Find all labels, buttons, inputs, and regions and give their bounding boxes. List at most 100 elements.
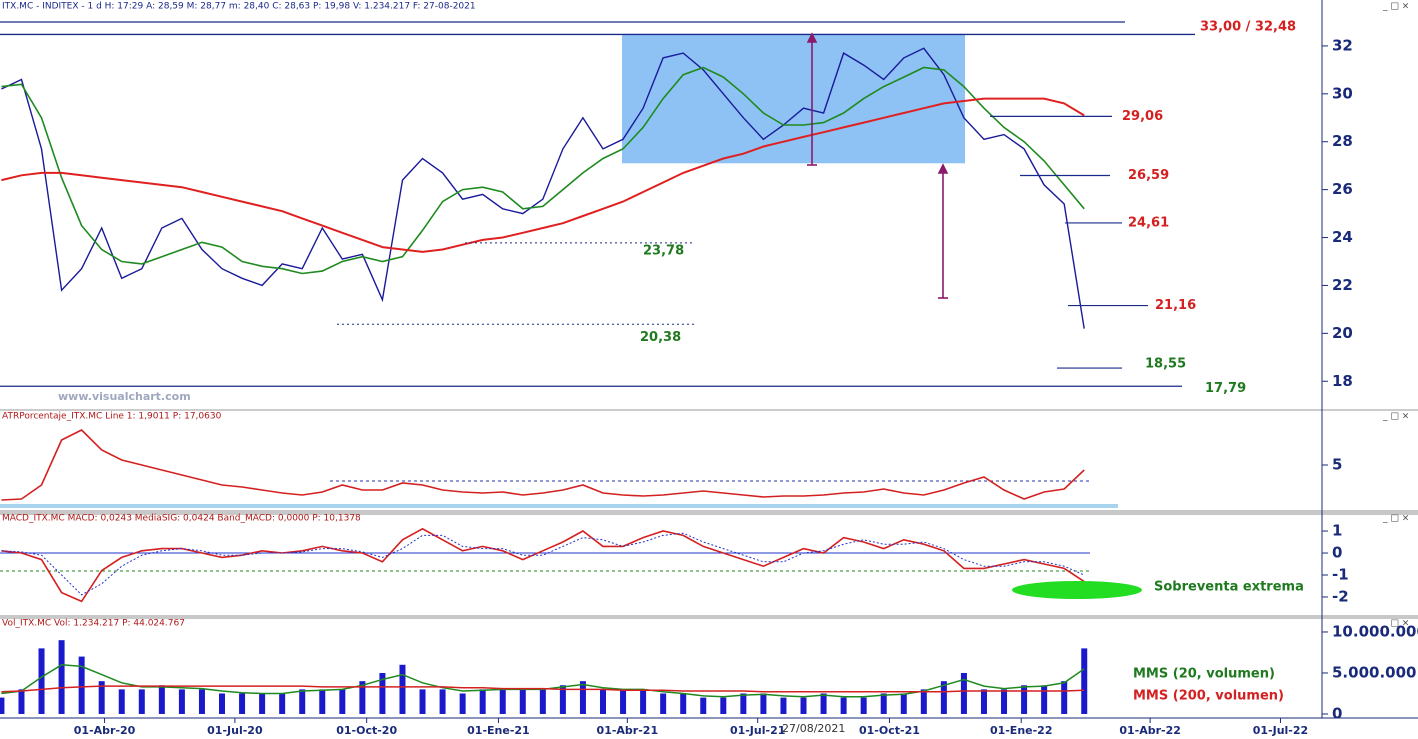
volume-bar (740, 693, 747, 714)
x-tick-label: 01-Jul-20 (207, 724, 263, 737)
volume-bar (18, 689, 25, 714)
volume-bar (1021, 685, 1028, 714)
x-tick-label: 01-Oct-20 (336, 724, 397, 737)
volume-bar (660, 693, 667, 714)
base-band (0, 504, 1118, 508)
series-line (1, 47, 1085, 329)
volume-bar (800, 697, 807, 714)
level-label: 29,06 (1122, 109, 1163, 124)
y-tick-label: 5 (1332, 456, 1342, 474)
window-controls[interactable]: _ □ × (1382, 2, 1409, 12)
volume-bar (900, 693, 907, 714)
level-label: 24,61 (1128, 215, 1169, 230)
window-controls[interactable]: _ □ × (1382, 514, 1409, 524)
level-label: 23,78 (643, 243, 684, 258)
y-tick-label: 28 (1332, 132, 1353, 150)
volume-bar (439, 689, 446, 714)
volume-bar (920, 689, 927, 714)
x-tick-label: 01-Jul-21 (730, 724, 785, 737)
arrow-head (937, 163, 949, 174)
level-label: 33,00 / 32,48 (1200, 19, 1296, 34)
volume-bar (38, 648, 45, 714)
volume-bar (78, 656, 85, 714)
y-tick-label: 32 (1332, 36, 1353, 54)
volume-bar (379, 672, 386, 714)
volume-bar (98, 681, 105, 714)
legend-entry: MMS (200, volumen) (1133, 689, 1284, 704)
series-line (1, 429, 1085, 501)
volume-bar (760, 693, 767, 714)
volume-bar (359, 681, 366, 714)
panel-header: ATRPorcentaje_ITX.MC Line 1: 1,9011 P: 1… (2, 412, 222, 422)
volume-bar (1041, 685, 1048, 714)
volume-bar (138, 689, 145, 714)
x-tick-label: 01-Ene-21 (467, 724, 530, 737)
volume-bar (479, 689, 486, 714)
annotation: Sobreventa extrema (1154, 580, 1304, 595)
y-tick-label: 5.000.000 (1332, 663, 1416, 681)
volume-bar (198, 689, 205, 714)
volume-bar (178, 689, 185, 714)
volume-bar (980, 689, 987, 714)
volume-bar (880, 693, 887, 714)
volume-bar (459, 693, 466, 714)
plot-layer: 01-Abr-20 01-Jul-20 01-Oct-20 01-Ene-21 01-A… (0, 19, 1418, 737)
volume-bar (620, 689, 627, 714)
y-tick-label: 30 (1332, 84, 1353, 102)
volume-bar (299, 689, 306, 714)
volume-bar (1001, 689, 1008, 714)
window-controls[interactable]: _ □ × (1382, 619, 1409, 629)
volume-bar (1081, 648, 1088, 714)
level-label: 20,38 (640, 330, 681, 345)
legend-entry: MMS (20, volumen) (1133, 667, 1275, 682)
volume-bar (259, 693, 266, 714)
volume-bar (399, 664, 406, 714)
volume-bar (960, 672, 967, 714)
arrow-head (806, 32, 818, 43)
volume-bar (419, 689, 426, 714)
volume-bar (680, 693, 687, 714)
volume-bar (940, 681, 947, 714)
volume-bar (720, 697, 727, 714)
window-controls[interactable]: _ □ × (1382, 412, 1409, 422)
level-label: 18,55 (1145, 357, 1186, 372)
x-tick-label: 01-Ene-22 (990, 724, 1053, 737)
x-tick-label: 01-Jul-22 (1253, 724, 1308, 737)
panel-header: ITX.MC - INDITEX - 1 d H: 17:29 A: 28,59… (2, 2, 476, 12)
y-tick-label: 22 (1332, 276, 1353, 294)
series-line (1, 66, 1085, 275)
y-tick-label: 1 (1332, 522, 1342, 540)
volume-bar (339, 689, 346, 714)
series-line (1, 685, 1085, 693)
volume-bar (579, 681, 586, 714)
volume-bar (118, 689, 125, 714)
volume-bar (279, 693, 286, 714)
volume-bar (219, 693, 226, 714)
level-label: 26,59 (1128, 168, 1169, 183)
volume-bar (700, 697, 707, 714)
volume-bar (860, 697, 867, 714)
volume-bar (539, 689, 546, 714)
volume-bar (840, 697, 847, 714)
panel-separator (0, 615, 1418, 619)
y-tick-label: 0 (1332, 544, 1342, 562)
volume-bar (58, 640, 65, 714)
volume-bar (559, 685, 566, 714)
volume-bar (640, 689, 647, 714)
cursor-date: 27/08/2021 (782, 722, 845, 735)
volume-bar (599, 689, 606, 714)
panel-header: MACD_ITX.MC MACD: 0,0243 MediaSIG: 0,042… (2, 514, 361, 524)
level-label: 21,16 (1155, 298, 1196, 313)
volume-bar (519, 689, 526, 714)
volume-bar (239, 693, 246, 714)
y-tick-label: 10.000.000 (1332, 622, 1418, 640)
y-tick-label: 0 (1332, 704, 1342, 722)
volume-bar (158, 685, 165, 714)
volume-bar (499, 689, 506, 714)
panel-separator (0, 510, 1418, 515)
level-label: 17,79 (1205, 381, 1246, 396)
watermark: www.visualchart.com (58, 390, 191, 403)
arrows (806, 32, 949, 299)
volume-bar (1061, 681, 1068, 714)
